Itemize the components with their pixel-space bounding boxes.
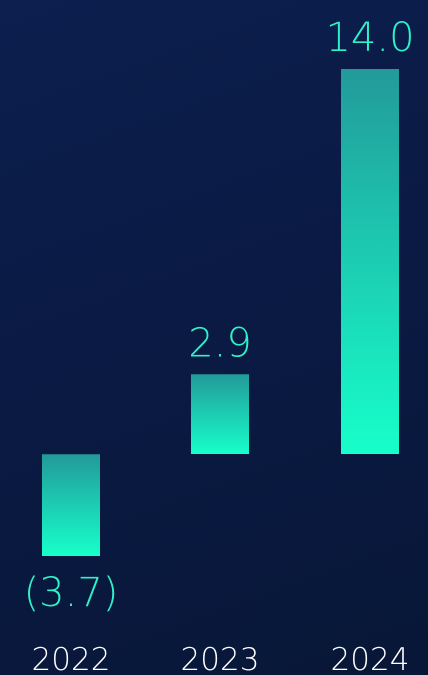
x-tick-label-2022: 2022 <box>32 642 111 675</box>
x-tick-label-2024: 2024 <box>331 642 410 675</box>
bars-group <box>42 69 399 556</box>
bar-2024 <box>341 69 399 454</box>
x-axis-ticks-group: 2022 2023 2024 <box>32 642 410 675</box>
data-label-2022: (3.7) <box>24 570 119 616</box>
bar-2023 <box>191 374 249 454</box>
bar-2022 <box>42 454 100 556</box>
data-label-2023: 2.9 <box>188 320 252 366</box>
data-labels-group: (3.7) 2.9 14.0 <box>24 15 415 616</box>
data-label-2024: 14.0 <box>325 15 414 61</box>
x-tick-label-2023: 2023 <box>181 642 260 675</box>
